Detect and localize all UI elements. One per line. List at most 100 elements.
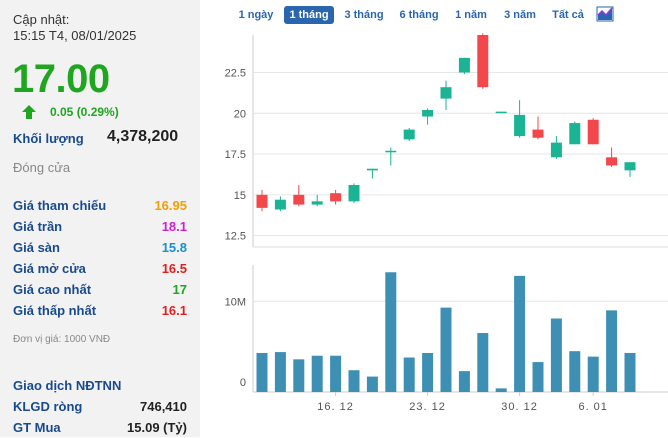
volume-bar bbox=[440, 307, 452, 392]
price-tick-label: 20 bbox=[234, 108, 246, 120]
floor-price-label: Giá sàn bbox=[13, 240, 60, 255]
volume-series bbox=[256, 272, 636, 392]
volume-bar bbox=[514, 275, 526, 392]
volume-bar bbox=[477, 333, 489, 392]
date-axis: 16. 12 23. 12 30. 12 6. 01 bbox=[317, 392, 607, 413]
candle-body bbox=[514, 114, 526, 137]
info-row-ceiling: Giá trần 18.1 bbox=[13, 219, 187, 237]
volume-bar bbox=[458, 371, 470, 392]
market-status: Đóng cửa bbox=[13, 160, 71, 175]
volume-tick-label: 0 bbox=[240, 377, 246, 389]
floor-price-value: 15.8 bbox=[161, 240, 187, 255]
updated-time: 15:15 T4, 08/01/2025 bbox=[13, 28, 137, 43]
candle-body bbox=[458, 57, 470, 73]
candle-body bbox=[256, 194, 268, 208]
candle-body bbox=[477, 35, 489, 88]
reference-price-label: Giá tham chiếu bbox=[13, 198, 107, 213]
tab-6-months[interactable]: 6 tháng bbox=[399, 9, 439, 21]
date-tick-label: 6. 01 bbox=[578, 401, 607, 413]
price-unit-note: Đơn vị giá: 1000 VNĐ bbox=[13, 334, 111, 345]
updated-label: Cập nhật: bbox=[13, 12, 70, 27]
tab-all[interactable]: Tất cả bbox=[552, 9, 584, 21]
foreign-trading-title: Giao dịch NĐTNN bbox=[13, 378, 122, 393]
date-tick-label: 16. 12 bbox=[317, 401, 354, 413]
volume-bar bbox=[422, 352, 434, 392]
open-price-label: Giá mở cửa bbox=[13, 261, 86, 276]
volume-bar bbox=[606, 310, 618, 392]
info-row-net-volume: KLGD ròng 746,410 bbox=[13, 399, 187, 417]
candle-body bbox=[348, 185, 360, 202]
tab-3-months[interactable]: 3 tháng bbox=[344, 9, 384, 21]
open-price-value: 16.5 bbox=[161, 261, 187, 276]
volume-bar bbox=[587, 356, 599, 392]
candle-body bbox=[440, 87, 452, 99]
date-tick-label: 23. 12 bbox=[409, 401, 446, 413]
low-price-value: 16.1 bbox=[161, 303, 187, 318]
volume-bar bbox=[495, 388, 507, 392]
volume-bar bbox=[532, 362, 544, 392]
reference-price-value: 16.95 bbox=[154, 198, 187, 213]
volume-label: Khối lượng bbox=[13, 131, 84, 146]
info-row-high: Giá cao nhất 17 bbox=[13, 282, 187, 300]
price-tick-label: 12.5 bbox=[225, 231, 246, 243]
volume-bar bbox=[330, 355, 342, 392]
net-volume-label: KLGD ròng bbox=[13, 399, 83, 414]
low-price-label: Giá thấp nhất bbox=[13, 303, 97, 318]
volume-bar bbox=[348, 370, 360, 392]
volume-bar bbox=[385, 272, 397, 392]
candle-body bbox=[532, 129, 544, 138]
volume-bar bbox=[256, 352, 268, 392]
candle-body bbox=[587, 119, 599, 145]
candle-body bbox=[293, 194, 305, 205]
price-change: 0.05 (0.29%) bbox=[50, 105, 119, 119]
candle-body bbox=[495, 111, 507, 114]
volume-value: 4,378,200 bbox=[107, 128, 179, 145]
current-price: 17.00 bbox=[12, 57, 110, 101]
candle-body bbox=[422, 110, 434, 117]
info-row-floor: Giá sàn 15.8 bbox=[13, 240, 187, 258]
candle-body bbox=[366, 168, 378, 171]
tab-1-month[interactable]: 1 tháng bbox=[284, 6, 334, 24]
volume-bar bbox=[569, 351, 581, 392]
price-tick-label: 15 bbox=[234, 190, 246, 202]
buy-value-value: 15.09 (Tỷ) bbox=[127, 420, 187, 435]
info-row-buy-value: GT Mua 15.09 (Tỷ) bbox=[13, 420, 187, 438]
info-row-open: Giá mở cửa 16.5 bbox=[13, 261, 187, 279]
info-row-low: Giá thấp nhất 16.1 bbox=[13, 303, 187, 321]
volume-bar bbox=[366, 376, 378, 392]
quote-panel: Cập nhật: 15:15 T4, 08/01/2025 17.00 0.0… bbox=[0, 0, 200, 437]
price-axis: 12.5 15 17.5 20 22.5 bbox=[225, 68, 246, 243]
tab-1-day[interactable]: 1 ngày bbox=[238, 9, 274, 21]
area-chart-icon[interactable] bbox=[596, 6, 614, 22]
volume-bar bbox=[624, 352, 636, 392]
price-tick-label: 22.5 bbox=[225, 68, 246, 80]
candle-body bbox=[274, 199, 286, 210]
net-volume-value: 746,410 bbox=[140, 399, 187, 414]
volume-bar bbox=[274, 352, 286, 392]
high-price-value: 17 bbox=[172, 282, 187, 297]
tab-3-years[interactable]: 3 năm bbox=[504, 9, 536, 21]
volume-bar bbox=[550, 318, 562, 392]
stock-chart: 12.5 15 17.5 20 22.5 0 10M 16. 12 23. 12 30. 12… bbox=[225, 33, 668, 413]
candle-body bbox=[624, 162, 636, 171]
volume-axis: 0 10M bbox=[225, 296, 246, 389]
price-tick-label: 17.5 bbox=[225, 149, 246, 161]
arrow-up-icon bbox=[22, 105, 36, 119]
high-price-label: Giá cao nhất bbox=[13, 282, 92, 297]
ceiling-price-value: 18.1 bbox=[161, 219, 187, 234]
volume-tick-label: 10M bbox=[225, 296, 246, 308]
candle-body bbox=[606, 157, 618, 166]
candle-body bbox=[550, 142, 562, 158]
candlestick-series bbox=[256, 33, 636, 212]
volume-bar bbox=[293, 359, 305, 392]
tab-1-year[interactable]: 1 năm bbox=[455, 9, 487, 21]
ceiling-price-label: Giá trần bbox=[13, 219, 63, 234]
candle-body bbox=[385, 150, 397, 153]
date-tick-label: 30. 12 bbox=[501, 401, 538, 413]
price-grid bbox=[253, 72, 668, 237]
info-row-reference: Giá tham chiếu 16.95 bbox=[13, 198, 187, 216]
candle-body bbox=[403, 129, 415, 140]
candle-body bbox=[569, 123, 581, 145]
volume-bar bbox=[403, 357, 415, 392]
